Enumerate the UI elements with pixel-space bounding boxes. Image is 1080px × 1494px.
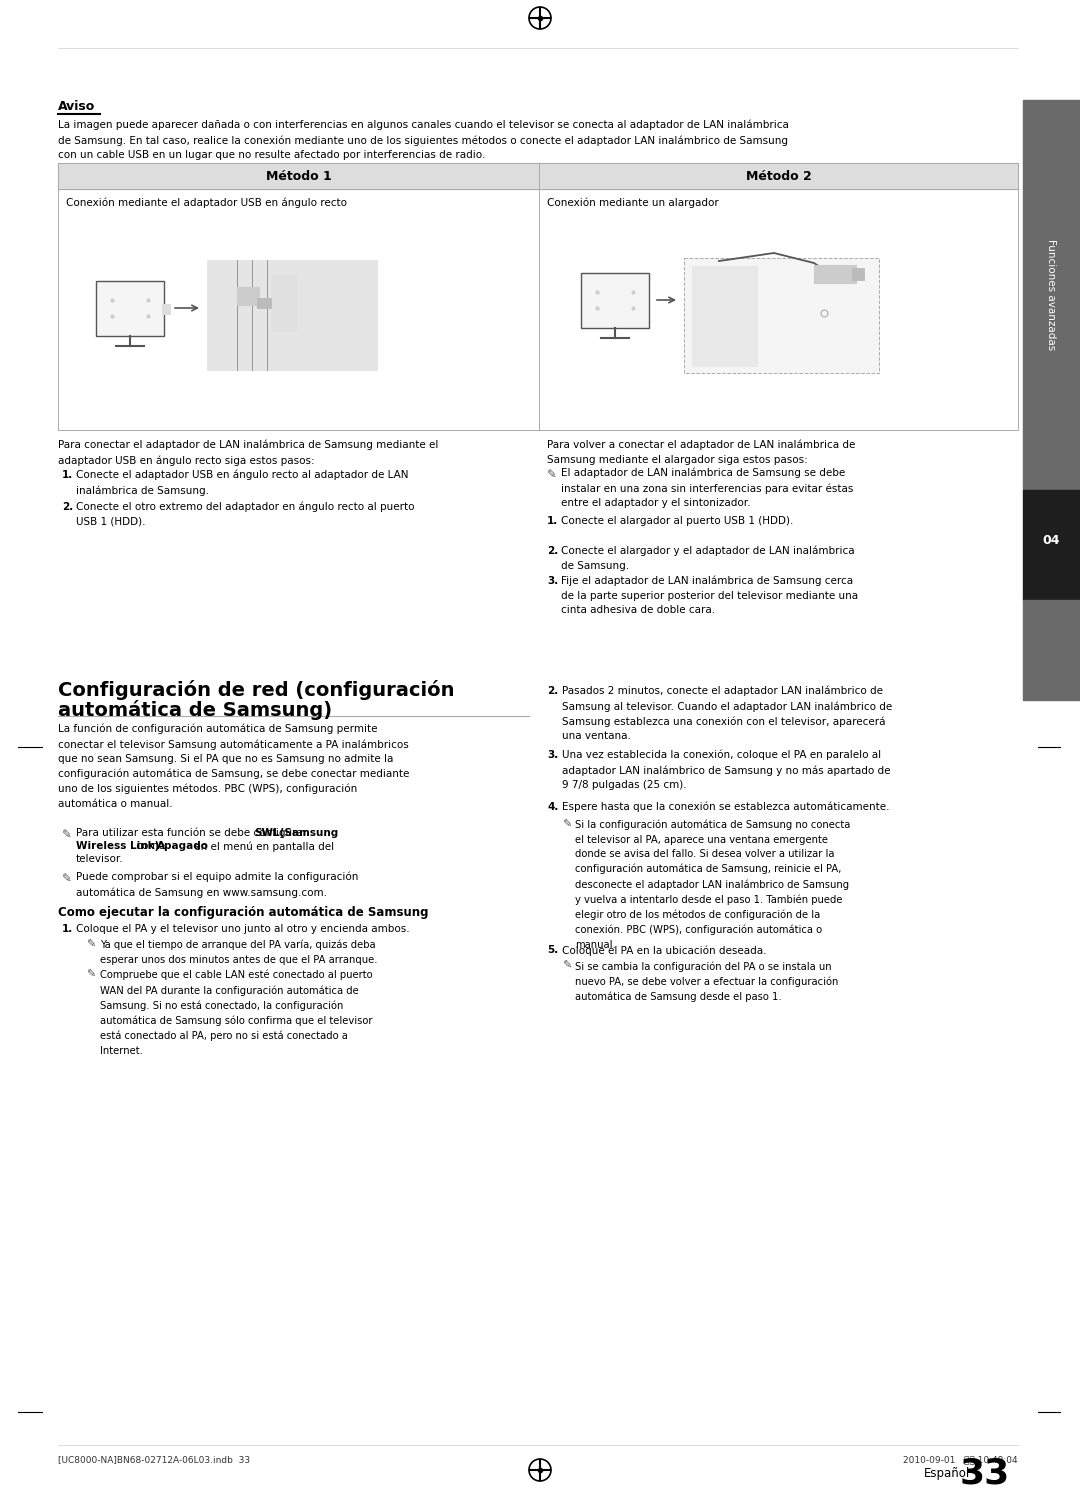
Text: La función de configuración automática de Samsung permite
conectar el televisor : La función de configuración automática d… (58, 725, 409, 808)
Text: Método 1: Método 1 (266, 169, 332, 182)
Text: Apagado: Apagado (157, 841, 210, 852)
Text: Conecte el alargador al puerto USB 1 (HDD).: Conecte el alargador al puerto USB 1 (HD… (561, 515, 794, 526)
Text: Compruebe que el cable LAN esté conectado al puerto
WAN del PA durante la config: Compruebe que el cable LAN esté conectad… (100, 970, 373, 1056)
Text: 1.: 1. (62, 471, 73, 480)
Text: [UC8000-NA]BN68-02712A-06L03.indb  33: [UC8000-NA]BN68-02712A-06L03.indb 33 (58, 1455, 251, 1464)
Text: Conecte el adaptador USB en ángulo recto al adaptador de LAN
inalámbrica de Sams: Conecte el adaptador USB en ángulo recto… (76, 471, 408, 496)
Text: Configuración de red (configuración: Configuración de red (configuración (58, 680, 455, 701)
Text: ✎: ✎ (546, 468, 557, 481)
Text: Si se cambia la configuración del PA o se instala un
nuevo PA, se debe volver a : Si se cambia la configuración del PA o s… (575, 961, 838, 1002)
Text: Conecte el otro extremo del adaptador en ángulo recto al puerto
USB 1 (HDD).: Conecte el otro extremo del adaptador en… (76, 502, 415, 527)
Bar (207, 260, 377, 371)
Text: 5.: 5. (546, 946, 558, 955)
Text: 2010-09-01   오전 10:48:04: 2010-09-01 오전 10:48:04 (903, 1455, 1018, 1464)
Text: Español: Español (923, 1467, 970, 1481)
Text: Puede comprobar si el equipo admite la configuración
automática de Samsung en ww: Puede comprobar si el equipo admite la c… (76, 872, 359, 898)
Text: Para volver a conectar el adaptador de LAN inalámbrica de
Samsung mediante el al: Para volver a conectar el adaptador de L… (546, 441, 855, 465)
Bar (814, 264, 856, 282)
Text: 1.: 1. (546, 515, 558, 526)
Text: 2.: 2. (546, 545, 558, 556)
Text: ✎: ✎ (562, 820, 571, 831)
Bar (272, 275, 297, 330)
Text: Funciones avanzadas: Funciones avanzadas (1047, 239, 1056, 351)
Bar (852, 267, 864, 279)
Text: ✎: ✎ (62, 828, 72, 841)
Bar (257, 297, 275, 308)
Text: Una vez establecida la conexión, coloque el PA en paralelo al
adaptador LAN inal: Una vez establecida la conexión, coloque… (562, 750, 891, 790)
Text: El adaptador de LAN inalámbrica de Samsung se debe
instalar en una zona sin inte: El adaptador de LAN inalámbrica de Samsu… (561, 468, 853, 508)
Text: como: como (133, 841, 168, 852)
Text: televisor.: televisor. (76, 855, 123, 864)
Text: Ya que el tiempo de arranque del PA varía, quizás deba
esperar unos dos minutos : Ya que el tiempo de arranque del PA varí… (100, 940, 378, 965)
Text: Pasados 2 minutos, conecte el adaptador LAN inalámbrico de
Samsung al televisor.: Pasados 2 minutos, conecte el adaptador … (562, 686, 892, 741)
Bar (162, 303, 170, 314)
Text: 3.: 3. (546, 750, 558, 760)
Text: Wireless Link): Wireless Link) (76, 841, 160, 852)
Text: ✎: ✎ (86, 970, 95, 980)
Text: Para utilizar esta función se debe configurar: Para utilizar esta función se debe confi… (76, 828, 311, 838)
Text: Método 2: Método 2 (745, 169, 811, 182)
Text: Aviso: Aviso (58, 100, 95, 114)
Text: Como ejecutar la configuración automática de Samsung: Como ejecutar la configuración automátic… (58, 905, 429, 919)
Bar (684, 258, 879, 374)
Text: 2.: 2. (546, 686, 558, 696)
Text: Si la configuración automática de Samsung no conecta
el televisor al PA, aparece: Si la configuración automática de Samsun… (575, 820, 850, 950)
Text: Coloque el PA y el televisor uno junto al otro y encienda ambos.: Coloque el PA y el televisor uno junto a… (76, 923, 409, 934)
Text: 3.: 3. (546, 577, 558, 586)
Bar (692, 266, 757, 366)
Text: 33: 33 (960, 1457, 1010, 1491)
Text: Conexión mediante el adaptador USB en ángulo recto: Conexión mediante el adaptador USB en án… (66, 197, 347, 208)
Text: en el menú en pantalla del: en el menú en pantalla del (191, 841, 334, 852)
Bar (1023, 490, 1080, 601)
Text: 4.: 4. (546, 802, 558, 813)
Bar (237, 287, 259, 305)
Text: Espere hasta que la conexión se establezca automáticamente.: Espere hasta que la conexión se establez… (562, 802, 890, 813)
Text: ✎: ✎ (62, 872, 72, 884)
Text: ✎: ✎ (86, 940, 95, 950)
Text: 04: 04 (1042, 533, 1059, 547)
Bar (581, 272, 649, 327)
Text: automática de Samsung): automática de Samsung) (58, 701, 333, 720)
Text: Coloque el PA en la ubicación deseada.: Coloque el PA en la ubicación deseada. (562, 946, 767, 956)
Text: SWL(Samsung: SWL(Samsung (254, 828, 338, 838)
Text: La imagen puede aparecer dañada o con interferencias en algunos canales cuando e: La imagen puede aparecer dañada o con in… (58, 120, 788, 160)
Text: 1.: 1. (62, 923, 73, 934)
Bar (1023, 100, 1080, 490)
Text: Conexión mediante un alargador: Conexión mediante un alargador (546, 197, 719, 208)
Text: 2.: 2. (62, 502, 73, 512)
Bar (58, 163, 1018, 430)
Text: Para conectar el adaptador de LAN inalámbrica de Samsung mediante el
adaptador U: Para conectar el adaptador de LAN inalám… (58, 441, 438, 466)
Text: ✎: ✎ (562, 961, 571, 971)
Text: Fije el adaptador de LAN inalámbrica de Samsung cerca
de la parte superior poste: Fije el adaptador de LAN inalámbrica de … (561, 577, 859, 616)
Bar (539, 163, 1018, 190)
Bar (58, 163, 539, 190)
Bar (1023, 601, 1080, 701)
Bar (96, 281, 164, 336)
Text: Conecte el alargador y el adaptador de LAN inalámbrica
de Samsung.: Conecte el alargador y el adaptador de L… (561, 545, 854, 571)
